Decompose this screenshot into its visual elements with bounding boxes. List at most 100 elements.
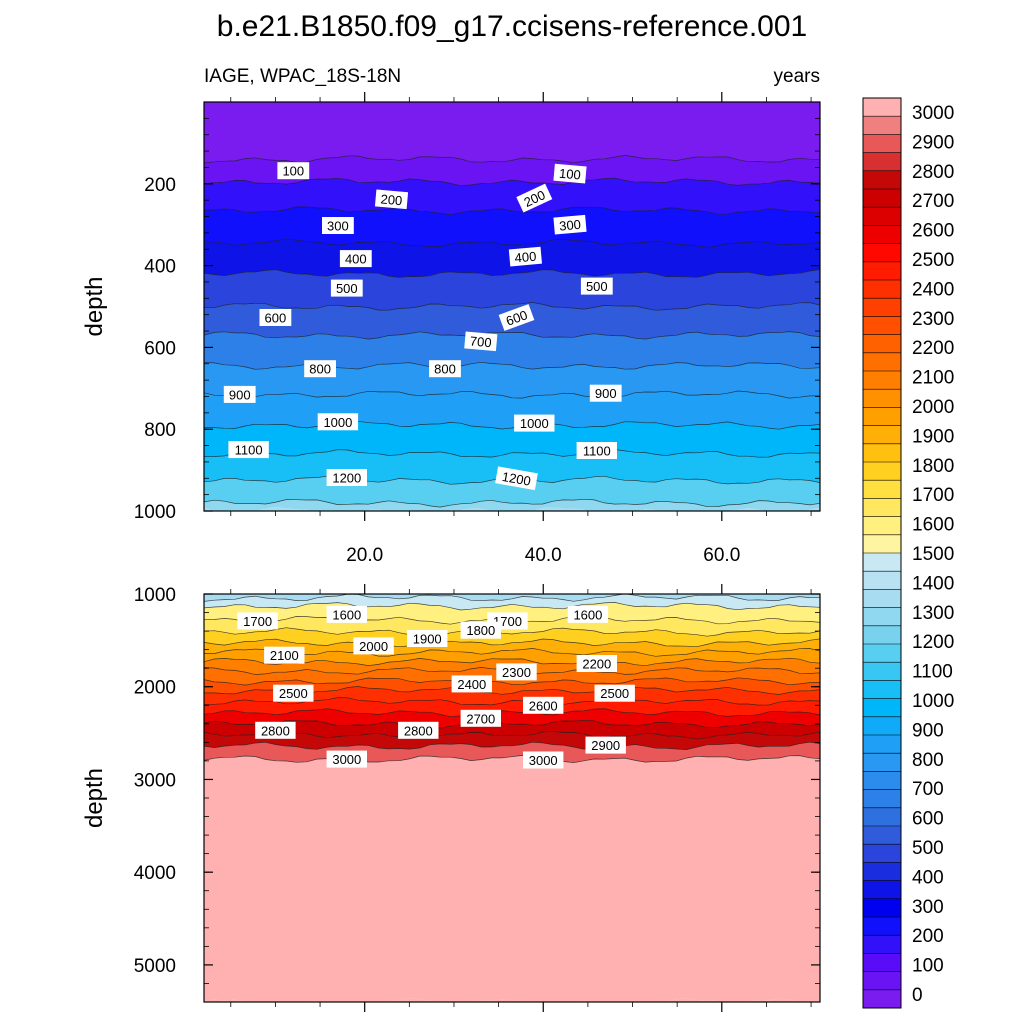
colorbar-box bbox=[863, 443, 901, 463]
colorbar-label: 1400 bbox=[912, 573, 954, 594]
contour-label-text: 300 bbox=[559, 217, 582, 234]
contour-label-text: 2100 bbox=[270, 648, 299, 663]
y-tick-label: 400 bbox=[144, 257, 176, 278]
contour-label: 800 bbox=[429, 360, 461, 378]
colorbar-box bbox=[863, 407, 901, 426]
contour-label-text: 2500 bbox=[600, 686, 629, 701]
contour-band-700 bbox=[204, 331, 820, 370]
contour-line-3000 bbox=[204, 755, 820, 764]
colorbar-label: 200 bbox=[912, 926, 944, 947]
colorbar-label: 500 bbox=[912, 838, 944, 859]
x-tick-label: 60.0 bbox=[703, 545, 740, 566]
contour-label-text: 1000 bbox=[520, 416, 549, 431]
contour-label-text: 400 bbox=[514, 249, 537, 266]
colorbar-box bbox=[863, 553, 901, 572]
colorbar-box bbox=[863, 989, 901, 1009]
colorbar-label: 700 bbox=[912, 779, 944, 800]
contour-line-2700 bbox=[204, 719, 820, 729]
colorbar-label: 2300 bbox=[912, 309, 954, 330]
colorbar-box bbox=[863, 316, 901, 335]
y-tick-label: 2000 bbox=[134, 678, 176, 699]
colorbar-label: 0 bbox=[912, 985, 923, 1006]
contour-label-text: 200 bbox=[380, 191, 403, 208]
contour-label-text: 1200 bbox=[501, 469, 532, 489]
upper-panel: 100 100 200 200 300 300 400 400 500 500 600 600 700 8… bbox=[81, 92, 821, 566]
colorbar-box bbox=[863, 698, 901, 718]
contour-line-1000 bbox=[204, 420, 820, 430]
contour-label: 2100 bbox=[264, 646, 305, 664]
contour-label: 2600 bbox=[523, 696, 564, 714]
contour-label: 200 bbox=[374, 189, 409, 210]
contour-line-1300 bbox=[204, 498, 820, 508]
contour-label-text: 2300 bbox=[502, 665, 531, 680]
colorbar-label: 2400 bbox=[912, 279, 954, 300]
contour-label: 300 bbox=[322, 217, 354, 234]
colorbar-label: 2800 bbox=[912, 162, 954, 183]
colorbar-box bbox=[863, 607, 901, 627]
colorbar-label: 900 bbox=[912, 720, 944, 741]
contour-label-text: 1000 bbox=[323, 415, 352, 430]
colorbar-label: 1700 bbox=[912, 485, 954, 506]
contour-label-text: 800 bbox=[309, 362, 331, 377]
colorbar-box bbox=[863, 243, 901, 263]
y-tick-label: 1000 bbox=[134, 585, 176, 606]
contour-label: 300 bbox=[553, 214, 587, 235]
contour-label: 1200 bbox=[326, 469, 367, 486]
colorbar-label: 400 bbox=[912, 867, 944, 888]
contour-label-text: 100 bbox=[282, 164, 304, 179]
contour-label: 3000 bbox=[523, 751, 564, 769]
contour-label: 500 bbox=[580, 277, 613, 295]
contour-label-text: 3000 bbox=[529, 753, 558, 768]
contour-line-1500 bbox=[204, 594, 820, 602]
contour-line-1100 bbox=[204, 449, 820, 458]
y-tick-label: 3000 bbox=[134, 770, 176, 791]
contour-label-text: 1100 bbox=[235, 443, 263, 458]
contour-label: 100 bbox=[277, 162, 310, 180]
contour-line-2300 bbox=[204, 677, 820, 686]
contour-band-3000 bbox=[204, 755, 820, 1002]
contour-label: 2500 bbox=[594, 684, 635, 702]
contour-label-text: 2400 bbox=[457, 677, 486, 692]
contour-label-text: 1600 bbox=[332, 607, 361, 622]
colorbar-label: 1500 bbox=[912, 544, 954, 565]
contour-band-2300 bbox=[204, 677, 820, 695]
colorbar-label: 2000 bbox=[912, 397, 954, 418]
y-tick-label: 1000 bbox=[134, 502, 176, 523]
contour-label-text: 2700 bbox=[466, 711, 495, 726]
contour-label-text: 300 bbox=[327, 219, 349, 234]
contour-label: 2000 bbox=[353, 637, 394, 655]
colorbar-box bbox=[863, 462, 901, 481]
contour-line-100 bbox=[204, 155, 820, 164]
contour-label: 1700 bbox=[237, 612, 278, 630]
contour-label-text: 1600 bbox=[573, 607, 602, 622]
contour-label: 1800 bbox=[460, 621, 501, 639]
colorbar-box bbox=[863, 826, 901, 845]
colorbar-box bbox=[863, 98, 901, 117]
contour-label: 2200 bbox=[576, 655, 617, 672]
contour-label-text: 2600 bbox=[529, 698, 558, 713]
colorbar-label: 2500 bbox=[912, 250, 954, 271]
contour-label-text: 2000 bbox=[359, 639, 388, 654]
colorbar-box bbox=[863, 625, 901, 645]
contour-label-text: 2800 bbox=[261, 723, 290, 738]
contour-label-text: 1900 bbox=[413, 632, 442, 647]
contour-label: 400 bbox=[339, 250, 372, 268]
y-tick-label: 600 bbox=[144, 338, 176, 359]
contour-label: 600 bbox=[259, 309, 292, 326]
colorbar-box bbox=[863, 971, 901, 991]
contour-label: 1600 bbox=[567, 605, 609, 623]
contour-line-900 bbox=[204, 390, 820, 399]
colorbar-label: 100 bbox=[912, 956, 944, 977]
x-tick-label: 20.0 bbox=[346, 545, 383, 566]
colorbar-box bbox=[863, 571, 901, 590]
contour-label-text: 900 bbox=[595, 386, 617, 401]
contour-label: 500 bbox=[330, 279, 363, 297]
colorbar-box bbox=[863, 425, 901, 445]
contour-line-1900 bbox=[204, 638, 820, 648]
colorbar-box bbox=[863, 152, 901, 172]
contour-label-text: 3000 bbox=[332, 752, 361, 767]
colorbar-box bbox=[863, 789, 901, 809]
colorbar-box bbox=[863, 352, 901, 372]
contour-label-text: 2500 bbox=[279, 686, 308, 701]
colorbar-box bbox=[863, 134, 901, 153]
